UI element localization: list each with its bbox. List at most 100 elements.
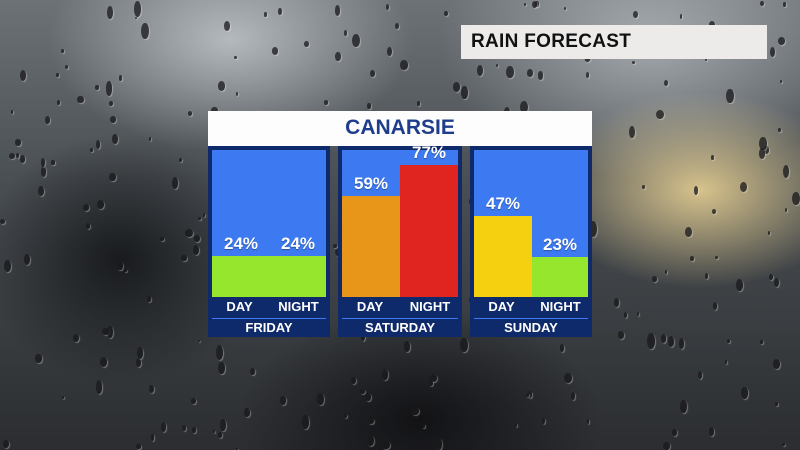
- raindrop: [715, 256, 718, 259]
- raindrop: [477, 65, 483, 76]
- raindrop: [344, 30, 347, 36]
- raindrop: [713, 302, 717, 310]
- raindrop: [182, 425, 186, 431]
- raindrop: [624, 312, 627, 318]
- day-name-saturday: SATURDAY: [342, 319, 458, 336]
- bar-saturday-day: [342, 196, 400, 297]
- raindrop: [760, 340, 763, 344]
- raindrop: [741, 387, 747, 398]
- raindrop: [564, 7, 567, 11]
- raindrop: [20, 155, 25, 163]
- raindrop: [4, 260, 11, 272]
- raindrop: [694, 186, 698, 194]
- raindrop: [661, 334, 666, 342]
- raindrop: [792, 192, 800, 205]
- raindrop: [41, 158, 45, 167]
- raindrop: [633, 11, 638, 18]
- raindrop: [571, 392, 575, 399]
- day-name-sunday: SUNDAY: [474, 319, 588, 336]
- raindrop: [109, 173, 116, 182]
- period-label-night: NIGHT: [531, 299, 590, 314]
- raindrop: [161, 422, 167, 433]
- raindrop: [637, 312, 640, 317]
- period-label-day: DAY: [210, 299, 269, 314]
- raindrop: [664, 80, 668, 86]
- raindrop: [160, 237, 164, 241]
- raindrop: [20, 70, 26, 81]
- raindrop: [24, 254, 30, 265]
- raindrop: [436, 438, 442, 450]
- raindrop: [77, 96, 84, 104]
- raindrop: [725, 360, 727, 364]
- raindrop: [705, 273, 708, 278]
- rain-forecast-title: RAIN FORECAST: [471, 31, 631, 53]
- raindrop: [234, 56, 237, 59]
- raindrop: [496, 64, 498, 67]
- raindrop: [360, 389, 365, 394]
- raindrop: [198, 217, 200, 220]
- raindrop: [15, 139, 21, 145]
- raindrop: [668, 336, 674, 346]
- raindrop: [632, 61, 635, 64]
- raindrop: [770, 47, 775, 57]
- day-card-saturday: 59% 77% DAY NIGHT SATURDAY: [338, 146, 462, 337]
- raindrop: [179, 158, 182, 162]
- raindrop: [460, 338, 467, 352]
- raindrop: [41, 166, 46, 177]
- raindrop: [400, 60, 407, 69]
- raindrop: [629, 126, 635, 139]
- raindrop: [220, 419, 226, 432]
- raindrop: [461, 86, 467, 99]
- raindrop: [656, 110, 664, 119]
- raindrop: [698, 371, 702, 379]
- bar-sunday-day: [474, 216, 532, 297]
- location-name: CANARSIE: [345, 116, 455, 140]
- raindrop: [760, 1, 764, 6]
- raindrop: [317, 393, 323, 405]
- raindrop: [65, 65, 68, 69]
- raindrop: [224, 21, 231, 32]
- raindrop: [709, 427, 713, 436]
- raindrop: [136, 358, 141, 367]
- bar-friday-day: [212, 256, 270, 297]
- raindrop: [382, 369, 387, 381]
- value-label-saturday-day: 59%: [341, 174, 401, 194]
- raindrop: [422, 424, 425, 428]
- raindrop: [16, 153, 19, 158]
- raindrop: [782, 443, 786, 447]
- raindrop: [264, 12, 266, 16]
- raindrop: [352, 34, 360, 47]
- raindrop: [35, 354, 43, 363]
- raindrop: [614, 298, 619, 306]
- raindrop: [192, 427, 195, 433]
- raindrop: [524, 3, 526, 6]
- raindrop: [515, 423, 518, 427]
- raindrop: [564, 373, 572, 383]
- raindrop: [61, 49, 64, 52]
- raindrop: [198, 340, 201, 343]
- raindrop: [663, 442, 670, 450]
- raindrop: [124, 269, 127, 272]
- raindrop: [680, 400, 687, 413]
- raindrop: [586, 72, 589, 78]
- raindrop: [107, 6, 113, 19]
- raindrop: [335, 5, 340, 16]
- raindrop: [136, 444, 141, 450]
- raindrop: [0, 219, 5, 224]
- raindrop: [97, 200, 105, 209]
- raindrop: [134, 1, 141, 16]
- raindrop: [203, 213, 206, 217]
- raindrop: [736, 279, 743, 291]
- raindrop: [278, 8, 282, 15]
- raindrop: [236, 92, 238, 96]
- raindrop: [244, 408, 250, 416]
- day-card-sunday: 47% 23% DAY NIGHT SUNDAY: [470, 146, 592, 337]
- period-label-night: NIGHT: [400, 299, 460, 314]
- raindrop: [3, 440, 9, 447]
- raindrop: [680, 14, 682, 19]
- raindrop: [368, 418, 374, 424]
- raindrop: [783, 2, 786, 7]
- raindrop: [62, 396, 64, 399]
- raindrop: [726, 89, 734, 104]
- raindrop: [351, 377, 356, 384]
